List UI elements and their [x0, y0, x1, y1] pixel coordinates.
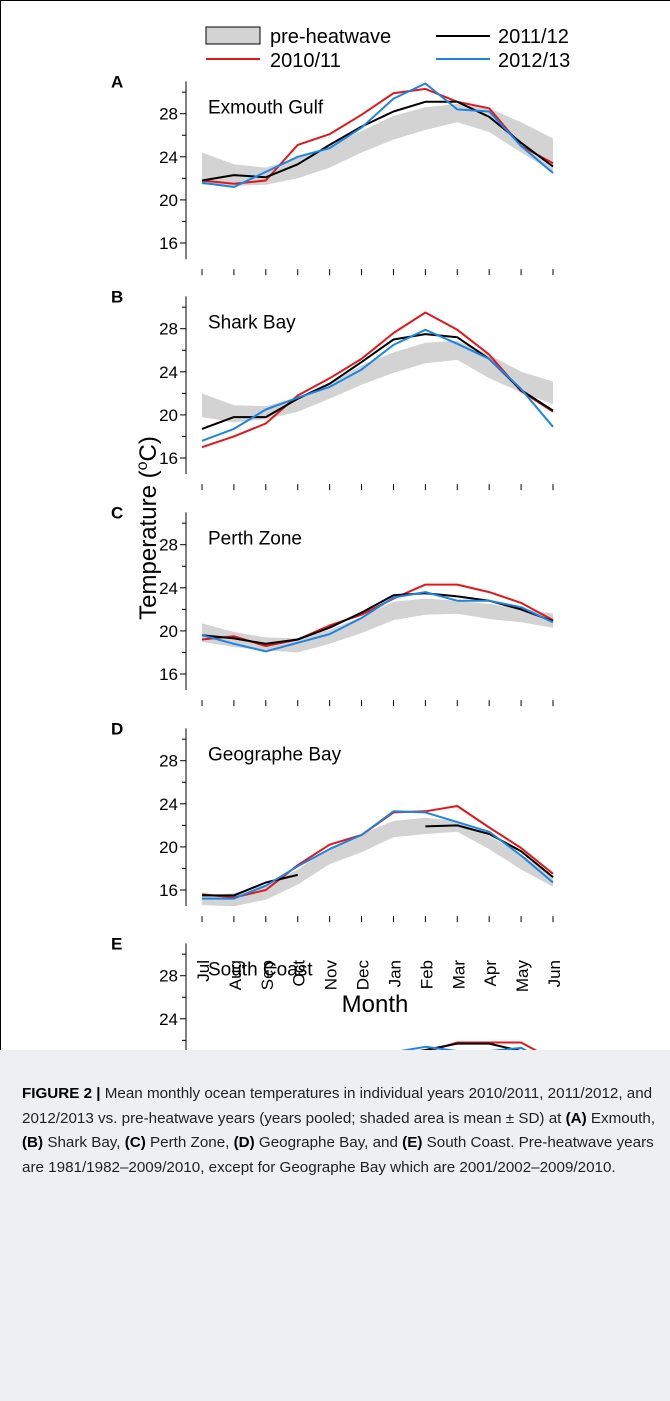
- band-pre-heatwave-A: [202, 104, 553, 186]
- caption-part: (E): [402, 1134, 423, 1152]
- series-line-D-2011-12-0: [202, 873, 298, 897]
- caption-part: (D): [233, 1134, 255, 1152]
- figure-caption-box: [0, 1050, 670, 1401]
- series-line-B-2010-11-0: [201, 311, 554, 449]
- band-pre-heatwave-B: [202, 340, 553, 423]
- y-tick-label-C-16: 16: [159, 665, 178, 684]
- caption-part: (C): [124, 1134, 146, 1152]
- caption-part: Geographe Bay, and: [254, 1134, 403, 1152]
- panel-letter-E: E: [111, 934, 122, 953]
- x-tick-label-Oct: Oct: [290, 960, 309, 987]
- panel-B: 16 20 24 28 B Shark Bay: [111, 287, 554, 491]
- caption-part: (B): [22, 1134, 44, 1152]
- band-pre-heatwave-D: [202, 817, 553, 907]
- x-tick-label-Jul: Jul: [194, 960, 213, 982]
- panel-title-D: Geographe Bay: [208, 744, 342, 765]
- y-tick-label-E-28: 28: [159, 967, 178, 986]
- x-tick-label-Apr: Apr: [481, 960, 500, 987]
- legend-swatch-pre-heatwave: [205, 26, 261, 45]
- y-tick-label-A-24: 24: [159, 148, 178, 167]
- series-line-D-2012-13-0: [202, 810, 554, 900]
- panel-letter-A: A: [111, 72, 123, 91]
- panel-title-E: South Coast: [208, 959, 313, 980]
- y-tick-label-D-20: 20: [159, 838, 178, 857]
- x-tick-label-Aug: Aug: [226, 960, 245, 990]
- legend-label-pre-heatwave: pre-heatwave: [270, 26, 391, 48]
- series-line-B-2012-13-0: [201, 328, 554, 442]
- band-pre-heatwave-C: [202, 598, 553, 653]
- figure-frame-top: [0, 0, 670, 1]
- y-tick-label-D-16: 16: [159, 881, 178, 900]
- x-axis: Jul Aug Sep Oct Nov Dec Jan Feb Mar Apr May Jun: [194, 960, 564, 993]
- y-tick-label-C-24: 24: [159, 579, 178, 598]
- figure-chart: pre-heatwave 2011/12 2010/11 2012/13 16 20 24…: [111, 26, 570, 1050]
- panel-A: 16 20 24 28 A Exmouth Gulf: [111, 72, 554, 276]
- panel-letter-D: D: [111, 719, 123, 738]
- series-line-A-2010-11-0: [201, 87, 554, 185]
- panel-D: 16 20 24 28 D Geographe Bay: [111, 719, 554, 923]
- y-axis-title: Temperature (oC): [134, 436, 162, 620]
- panel-C: 16 20 24 28 C Perth Zone: [111, 503, 554, 707]
- panel-E: 16202428ESouth Coast: [111, 934, 538, 1050]
- figure-caption: FIGURE 2 | Mean monthly ocean temperatur…: [22, 1082, 658, 1180]
- y-tick-label-C-20: 20: [159, 622, 178, 641]
- y-tick-label-B-20: 20: [159, 406, 178, 425]
- legend-label-2010-11: 2010/11: [270, 50, 341, 72]
- legend-label-2011-12: 2011/12: [498, 26, 569, 48]
- legend-label-2012-13: 2012/13: [498, 50, 570, 72]
- series-line-D-2011-12-1: [425, 824, 554, 878]
- x-tick-label-Sep: Sep: [258, 960, 277, 990]
- caption-label: FIGURE 2 |: [22, 1085, 101, 1102]
- caption-part: Exmouth,: [586, 1109, 656, 1127]
- figure-frame-left: [0, 0, 1, 1401]
- series-line-E-2011-12-0: [419, 1042, 521, 1050]
- y-tick-label-D-24: 24: [159, 795, 178, 814]
- y-tick-label-B-28: 28: [159, 320, 178, 339]
- series-line-E-2010-11-0: [429, 1041, 538, 1050]
- x-tick-label-Nov: Nov: [322, 960, 341, 991]
- caption-part: Mean monthly ocean temperatures in indiv…: [22, 1085, 653, 1127]
- series-line-C-2012-13-0: [201, 591, 554, 653]
- x-tick-label-Jan: Jan: [385, 960, 404, 987]
- series-line-A-2011-12-0: [201, 100, 554, 182]
- x-tick-label-Jun: Jun: [545, 960, 564, 987]
- panel-title-A: Exmouth Gulf: [208, 97, 324, 118]
- y-tick-label-B-24: 24: [159, 363, 178, 382]
- panel-letter-C: C: [111, 503, 123, 522]
- x-tick-label-Feb: Feb: [417, 960, 436, 989]
- x-axis-title: Month: [342, 991, 409, 1018]
- panel-letter-B: B: [111, 287, 123, 306]
- caption-part: (A): [565, 1109, 587, 1127]
- legend: pre-heatwave 2011/12 2010/11 2012/13: [205, 26, 570, 72]
- caption-part: Perth Zone,: [145, 1134, 234, 1152]
- caption-part: Shark Bay,: [43, 1134, 125, 1152]
- series-line-A-2012-13-0: [201, 82, 554, 188]
- x-tick-label-Mar: Mar: [449, 960, 468, 990]
- y-tick-label-A-16: 16: [159, 234, 178, 253]
- caption-part: South Coast. Pre-heatwave years are 1981…: [22, 1134, 654, 1176]
- x-tick-label-May: May: [513, 960, 532, 993]
- y-tick-label-E-24: 24: [159, 1010, 178, 1029]
- y-tick-label-A-28: 28: [159, 105, 178, 124]
- y-tick-label-B-16: 16: [159, 449, 178, 468]
- x-tick-label-Dec: Dec: [354, 960, 373, 991]
- panel-title-B: Shark Bay: [208, 312, 296, 333]
- panel-title-C: Perth Zone: [208, 528, 302, 549]
- y-tick-label-D-28: 28: [159, 752, 178, 771]
- y-tick-label-C-28: 28: [159, 536, 178, 555]
- y-tick-label-A-20: 20: [159, 191, 178, 210]
